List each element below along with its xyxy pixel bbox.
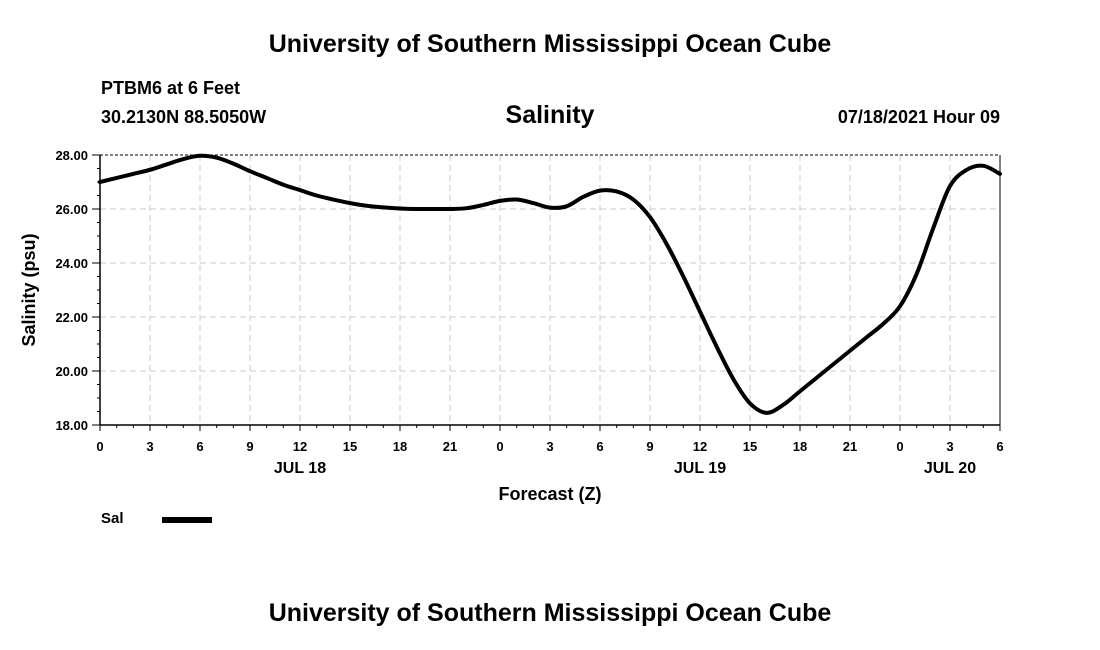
x-tick-label: 18 [393, 439, 407, 454]
station-coordinates: 30.2130N 88.5050W [101, 107, 267, 127]
legend-swatch [162, 517, 212, 523]
x-tick-label: 0 [496, 439, 503, 454]
top-title: University of Southern Mississippi Ocean… [268, 30, 832, 58]
x-tick-label: 12 [693, 439, 707, 454]
x-tick-label: 21 [443, 439, 457, 454]
x-axis-title: Forecast (Z) [498, 484, 601, 504]
x-tick-label: 9 [646, 439, 653, 454]
x-tick-label: 3 [946, 439, 953, 454]
x-tick-label: 15 [343, 439, 357, 454]
x-tick-label: 3 [546, 439, 553, 454]
y-tick-label: 18.00 [55, 418, 88, 433]
legend-label: Sal [101, 510, 124, 527]
bottom-title: University of Southern Mississippi Ocean… [268, 599, 832, 627]
x-tick-label: 9 [246, 439, 253, 454]
run-time: 07/18/2021 Hour 09 [837, 107, 1000, 127]
y-tick-label: 20.00 [55, 364, 88, 379]
x-tick-label: 12 [293, 439, 307, 454]
x-tick-label: 15 [743, 439, 757, 454]
x-tick-label: 3 [146, 439, 153, 454]
station-label: PTBM6 at 6 Feet [101, 78, 241, 98]
x-tick-label: 6 [596, 439, 603, 454]
x-tick-label: 18 [793, 439, 807, 454]
day-label: JUL 20 [924, 460, 976, 477]
y-tick-label: 28.00 [55, 148, 88, 163]
x-tick-label: 0 [96, 439, 103, 454]
x-tick-label: 21 [843, 439, 857, 454]
x-tick-label: 6 [996, 439, 1003, 454]
series-line-sal [98, 153, 1002, 415]
day-label: JUL 19 [674, 460, 726, 477]
y-axis-title: Salinity (psu) [19, 233, 39, 346]
y-tick-label: 24.00 [55, 256, 88, 271]
y-tick-label: 26.00 [55, 202, 88, 217]
x-tick-label: 6 [196, 439, 203, 454]
y-tick-label: 22.00 [55, 310, 88, 325]
x-tick-label: 0 [896, 439, 903, 454]
day-label: JUL 18 [274, 460, 326, 477]
chart-title: Salinity [505, 101, 595, 129]
